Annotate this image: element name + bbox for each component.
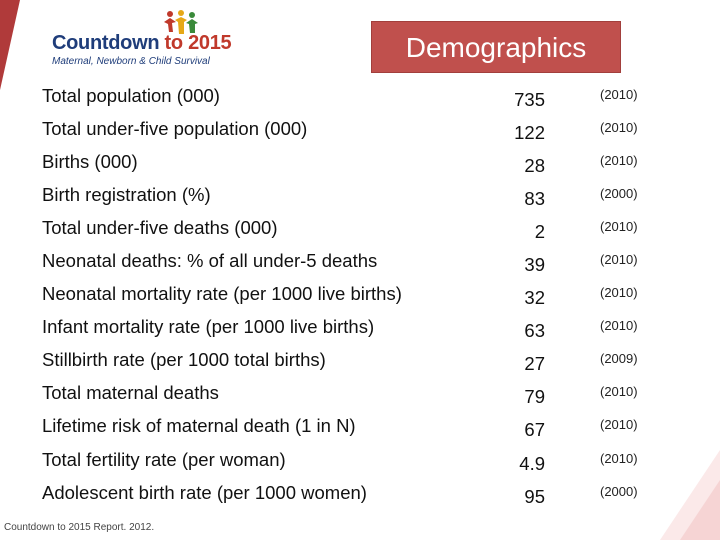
table-row: Total population (000) 735 (2010) bbox=[0, 85, 720, 115]
table-row: Lifetime risk of maternal death (1 in N)… bbox=[0, 415, 720, 445]
row-value: 63 bbox=[524, 320, 545, 341]
table-row: Total fertility rate (per woman) 4.9 (20… bbox=[0, 449, 720, 479]
row-value: 67 bbox=[524, 419, 545, 440]
row-value: 27 bbox=[524, 353, 545, 374]
row-label: Stillbirth rate (per 1000 total births) bbox=[42, 349, 326, 370]
row-year: (2010) bbox=[600, 285, 638, 300]
row-year: (2009) bbox=[600, 351, 638, 366]
table-row: Births (000) 28 (2010) bbox=[0, 151, 720, 181]
table-row: Total under-five population (000) 122 (2… bbox=[0, 118, 720, 148]
row-value: 79 bbox=[524, 386, 545, 407]
row-year: (2000) bbox=[600, 186, 638, 201]
row-value: 2 bbox=[534, 221, 545, 242]
row-label: Adolescent birth rate (per 1000 women) bbox=[42, 482, 367, 503]
row-value: 83 bbox=[524, 188, 545, 209]
row-label: Neonatal deaths: % of all under-5 deaths bbox=[42, 250, 378, 271]
corner-decoration-top-left bbox=[0, 0, 20, 90]
row-label: Total under-five population (000) bbox=[42, 118, 308, 139]
corner-decoration-bottom-right bbox=[660, 450, 720, 540]
logo-brand-text: Countdown to 2015 bbox=[52, 32, 232, 54]
row-label: Lifetime risk of maternal death (1 in N) bbox=[42, 415, 356, 436]
row-value: 4.9 bbox=[519, 453, 545, 474]
row-year: (2010) bbox=[600, 451, 638, 466]
row-year: (2000) bbox=[600, 484, 638, 499]
table-row: Stillbirth rate (per 1000 total births) … bbox=[0, 349, 720, 379]
row-label: Total population (000) bbox=[42, 85, 220, 106]
row-label: Birth registration (%) bbox=[42, 184, 211, 205]
row-year: (2010) bbox=[600, 417, 638, 432]
row-label: Total maternal deaths bbox=[42, 382, 219, 403]
countdown-logo: Countdown to 2015 Maternal, Newborn & Ch… bbox=[52, 10, 232, 67]
source-footnote: Countdown to 2015 Report. 2012. bbox=[4, 522, 155, 533]
row-value: 28 bbox=[524, 155, 545, 176]
page-title: Demographics bbox=[371, 21, 621, 73]
row-value: 32 bbox=[524, 287, 545, 308]
row-label: Infant mortality rate (per 1000 live bir… bbox=[42, 316, 375, 337]
row-value: 39 bbox=[524, 254, 545, 275]
row-year: (2010) bbox=[600, 153, 638, 168]
table-row: Birth registration (%) 83 (2000) bbox=[0, 184, 720, 214]
row-year: (2010) bbox=[600, 219, 638, 234]
table-row: Total maternal deaths 79 (2010) bbox=[0, 382, 720, 412]
row-label: Total fertility rate (per woman) bbox=[42, 449, 286, 470]
table-row: Infant mortality rate (per 1000 live bir… bbox=[0, 316, 720, 346]
table-row: Neonatal deaths: % of all under-5 deaths… bbox=[0, 250, 720, 280]
logo-tagline: Maternal, Newborn & Child Survival bbox=[52, 56, 210, 67]
table-row: Total under-five deaths (000) 2 (2010) bbox=[0, 217, 720, 247]
row-value: 122 bbox=[514, 122, 545, 143]
row-year: (2010) bbox=[600, 384, 638, 399]
row-label: Births (000) bbox=[42, 151, 138, 172]
row-year: (2010) bbox=[600, 120, 638, 135]
row-value: 735 bbox=[514, 89, 545, 110]
row-year: (2010) bbox=[600, 318, 638, 333]
row-year: (2010) bbox=[600, 252, 638, 267]
row-year: (2010) bbox=[600, 87, 638, 102]
row-label: Total under-five deaths (000) bbox=[42, 217, 278, 238]
row-value: 95 bbox=[524, 486, 545, 507]
row-label: Neonatal mortality rate (per 1000 live b… bbox=[42, 283, 402, 304]
table-row: Neonatal mortality rate (per 1000 live b… bbox=[0, 283, 720, 313]
people-figures-icon bbox=[164, 10, 198, 34]
table-row: Adolescent birth rate (per 1000 women) 9… bbox=[0, 482, 720, 512]
